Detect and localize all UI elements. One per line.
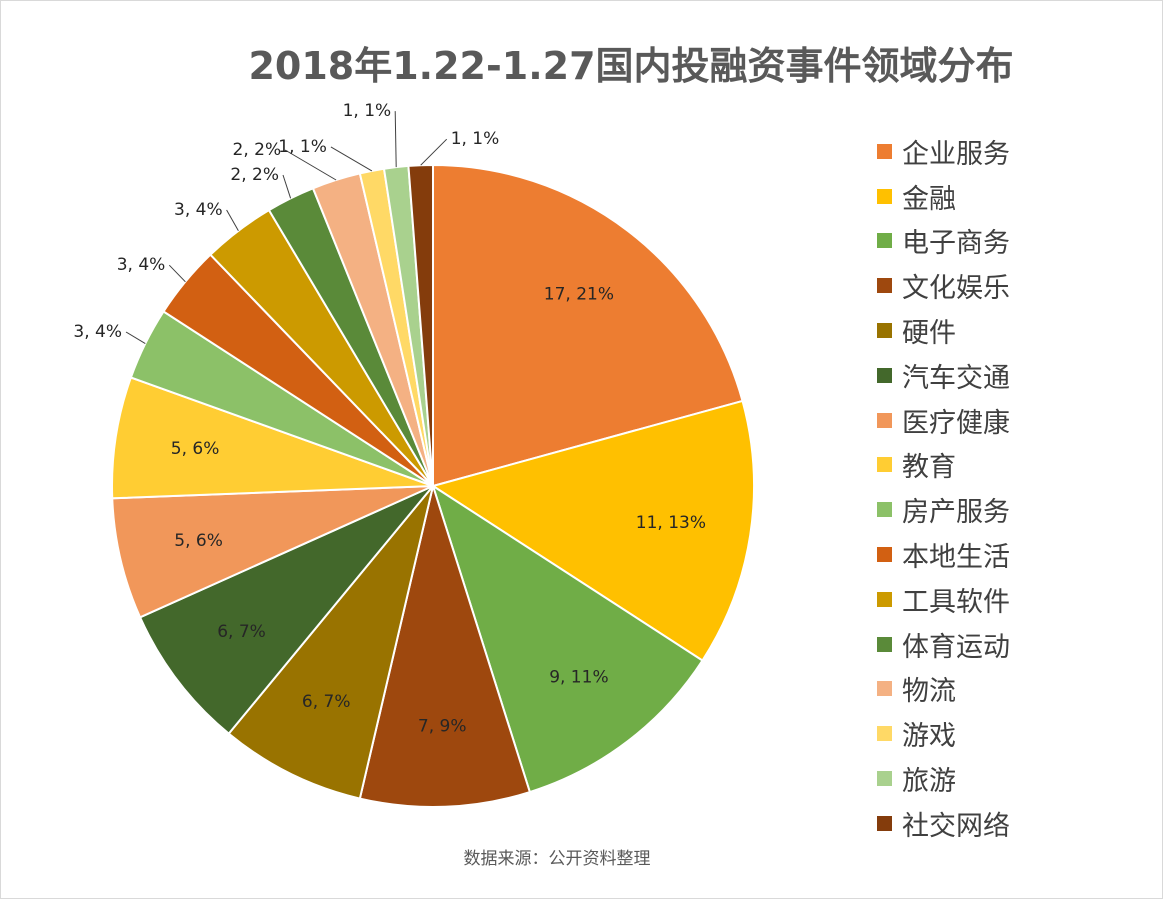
leader-line [394, 111, 397, 168]
pie-slice [430, 399, 756, 662]
data-label: 9, 11% [549, 668, 608, 688]
legend-label: 游戏 [902, 721, 956, 753]
legend-swatch [877, 412, 892, 428]
legend-item: 社交网络 [877, 801, 1010, 846]
data-label: 1, 1% [278, 137, 327, 157]
data-label: 5, 6% [171, 439, 220, 459]
legend-swatch [877, 636, 892, 652]
data-label: 6, 7% [217, 622, 266, 642]
legend-item: 硬件 [877, 308, 1010, 353]
legend-swatch [877, 323, 892, 339]
legend-item: 游戏 [877, 711, 1010, 756]
legend: 企业服务金融电子商务文化娱乐硬件汽车交通医疗健康教育房产服务本地生活工具软件体育… [877, 129, 1010, 846]
legend-label: 社交网络 [902, 810, 1010, 842]
data-label: 3, 4% [73, 322, 122, 342]
legend-label: 医疗健康 [902, 407, 1010, 439]
legend-swatch [877, 278, 892, 294]
legend-item: 教育 [877, 443, 1010, 488]
data-label: 3, 4% [174, 200, 223, 220]
legend-swatch [877, 771, 892, 787]
pie-slice [432, 163, 744, 488]
legend-swatch [877, 815, 892, 831]
legend-item: 文化娱乐 [877, 263, 1010, 308]
pie-slice [407, 163, 434, 487]
legend-item: 本地生活 [877, 532, 1010, 577]
legend-swatch [877, 367, 892, 383]
source-note: 数据来源：公开资料整理 [463, 849, 651, 869]
leader-line [330, 146, 373, 172]
data-label: 1, 1% [343, 101, 392, 121]
data-label: 11, 13% [636, 513, 706, 533]
legend-item: 工具软件 [877, 577, 1010, 622]
legend-label: 工具软件 [902, 586, 1010, 618]
legend-swatch [877, 457, 892, 473]
leader-line [226, 209, 239, 231]
pie-slice [431, 483, 704, 794]
legend-swatch [877, 143, 892, 159]
data-label: 5, 6% [174, 531, 223, 551]
leader-line [282, 174, 292, 199]
legend-label: 电子商务 [902, 228, 1010, 260]
legend-label: 文化娱乐 [902, 273, 1010, 305]
data-labels: 17, 21% 11, 13% 9, 11% 7, 9% 6, 7% 6, 7% 5, 6%… [73, 101, 706, 737]
data-label: 2, 2% [230, 165, 279, 185]
leader-line [284, 149, 337, 181]
legend-label: 本地生活 [902, 542, 1010, 574]
data-label: 2, 2% [233, 140, 282, 160]
data-label: 6, 7% [302, 692, 351, 712]
legend-label: 企业服务 [902, 138, 1010, 170]
legend-item: 医疗健康 [877, 398, 1010, 443]
data-label: 1, 1% [451, 129, 500, 149]
legend-item: 房产服务 [877, 487, 1010, 532]
legend-swatch [877, 502, 892, 518]
legend-swatch [877, 591, 892, 607]
data-label: 7, 9% [418, 717, 467, 737]
pie-slice [138, 485, 434, 736]
legend-swatch [877, 681, 892, 697]
data-label: 17, 21% [544, 285, 614, 305]
leader-line [168, 264, 186, 283]
pie-slice [358, 482, 532, 808]
legend-swatch [877, 726, 892, 742]
legend-label: 金融 [902, 183, 956, 215]
legend-item: 汽车交通 [877, 353, 1010, 398]
pie-slices [111, 163, 756, 808]
legend-label: 旅游 [902, 766, 956, 798]
legend-label: 物流 [902, 676, 956, 708]
pie-slice [111, 485, 434, 619]
legend-item: 物流 [877, 667, 1010, 712]
legend-label: 汽车交通 [902, 362, 1010, 394]
legend-swatch [877, 233, 892, 249]
legend-label: 教育 [902, 452, 956, 484]
chart-title: 2018年1.22-1.27国内投融资事件领域分布 [248, 44, 1014, 88]
legend-swatch [877, 188, 892, 204]
legend-label: 体育运动 [902, 631, 1010, 663]
legend-item: 体育运动 [877, 622, 1010, 667]
legend-label: 硬件 [902, 318, 956, 350]
leader-line [420, 138, 448, 166]
leader-line [125, 331, 146, 345]
legend-item: 金融 [877, 174, 1010, 219]
legend-item: 企业服务 [877, 129, 1010, 174]
legend-item: 旅游 [877, 756, 1010, 801]
legend-label: 房产服务 [902, 497, 1010, 529]
legend-item: 电子商务 [877, 219, 1010, 264]
data-label: 3, 4% [117, 255, 166, 275]
pie-slice [227, 485, 434, 800]
legend-swatch [877, 547, 892, 563]
pie-slice [111, 376, 434, 500]
